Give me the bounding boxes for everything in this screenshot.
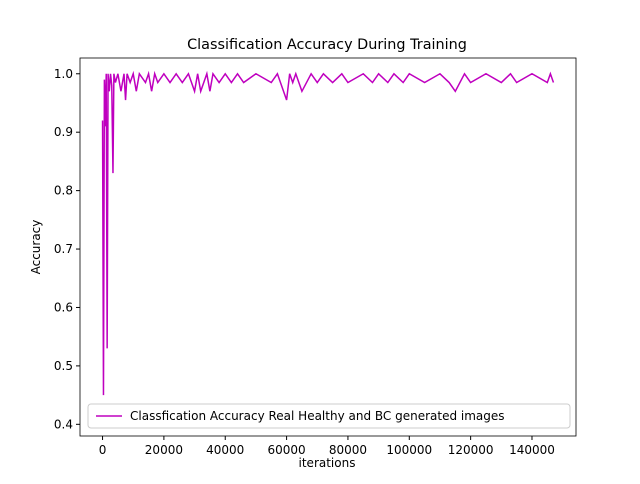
x-tick-label: 140000 bbox=[509, 443, 555, 457]
y-tick-label: 0.6 bbox=[54, 300, 73, 314]
x-tick-label: 120000 bbox=[448, 443, 494, 457]
x-tick-label: 20000 bbox=[145, 443, 183, 457]
y-axis-label: Accuracy bbox=[29, 220, 43, 275]
axes-frame bbox=[79, 57, 577, 437]
x-axis-label: iterations bbox=[299, 456, 356, 470]
x-tick-label: 0 bbox=[99, 443, 107, 457]
x-tick-label: 80000 bbox=[329, 443, 367, 457]
x-tick-label: 40000 bbox=[206, 443, 244, 457]
x-tick-label: 60000 bbox=[267, 443, 305, 457]
x-tick-label: 100000 bbox=[386, 443, 432, 457]
y-tick-label: 0.8 bbox=[54, 184, 73, 198]
legend-label: Classfication Accuracy Real Healthy and … bbox=[130, 409, 505, 423]
chart-title: Classification Accuracy During Training bbox=[187, 37, 467, 53]
y-tick-label: 1.0 bbox=[54, 67, 73, 81]
legend-box bbox=[87, 403, 571, 429]
y-tick-label: 0.7 bbox=[54, 242, 73, 256]
y-tick-label: 0.9 bbox=[54, 125, 73, 139]
y-tick-label: 0.5 bbox=[54, 359, 73, 373]
data-line bbox=[101, 70, 555, 396]
y-tick-label: 0.4 bbox=[54, 417, 73, 431]
